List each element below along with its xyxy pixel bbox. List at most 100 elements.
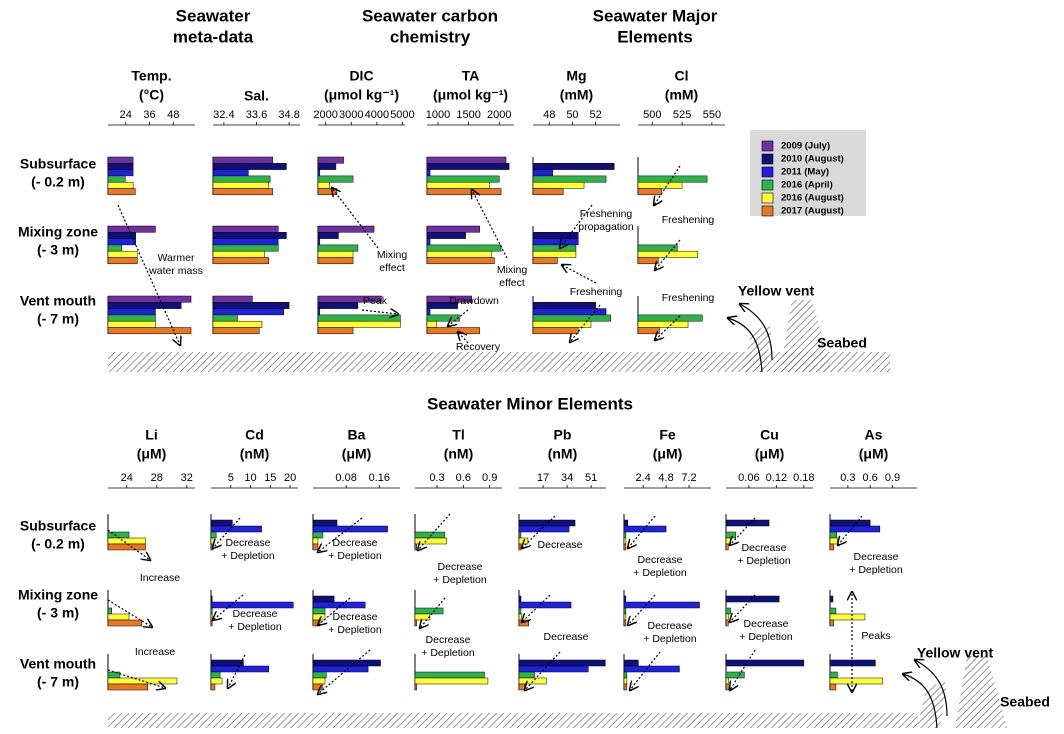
bar	[414, 683, 418, 691]
arrow	[117, 204, 180, 345]
annotation: + Depletion	[739, 631, 793, 643]
seabed	[108, 352, 890, 372]
bar	[414, 537, 447, 545]
annotation: Freshening	[662, 292, 715, 304]
bar	[312, 683, 324, 691]
annotation: Yellow vent	[917, 645, 994, 661]
bar	[426, 181, 490, 189]
bar	[317, 181, 330, 189]
bar	[623, 665, 680, 673]
annotation: Decrease	[226, 537, 271, 549]
bar	[312, 531, 324, 539]
panel-title: (mM)	[560, 87, 593, 103]
arrow	[418, 513, 451, 550]
legend-label: 2011 (May)	[781, 167, 829, 178]
bar	[426, 188, 502, 196]
bar	[426, 314, 460, 322]
panel-title: (μM)	[755, 446, 785, 462]
bar	[317, 244, 359, 252]
arrow	[448, 309, 469, 326]
bar	[426, 244, 502, 252]
bar	[212, 156, 274, 164]
bar	[725, 537, 731, 545]
bar	[212, 238, 279, 246]
bar	[725, 677, 729, 685]
bar	[426, 156, 507, 164]
bar	[212, 314, 238, 322]
x-tick-label: 0.3	[840, 472, 855, 484]
bar	[518, 683, 525, 691]
bar	[212, 244, 279, 252]
bar	[532, 169, 553, 177]
arrow	[420, 597, 446, 628]
bar	[532, 314, 611, 322]
bar	[107, 250, 138, 258]
panel-title: Cl	[675, 68, 689, 84]
annotation: Freshening	[570, 286, 623, 298]
x-tick-label: 2.4	[635, 472, 650, 484]
bar	[637, 314, 703, 322]
bar	[107, 295, 192, 303]
arrow	[472, 190, 508, 259]
arrow	[522, 594, 551, 622]
bar	[317, 302, 359, 309]
x-tick-label: 28	[151, 472, 163, 484]
annotation: Yellow vent	[738, 283, 815, 299]
legend-swatch	[761, 166, 774, 178]
bar	[532, 250, 577, 258]
arrow	[628, 515, 656, 548]
panel-title: Fe	[659, 427, 676, 443]
bar	[829, 613, 866, 621]
bar	[312, 543, 319, 551]
bar	[532, 320, 592, 328]
legend-swatch	[761, 140, 774, 152]
bar	[210, 519, 233, 527]
bar	[107, 169, 134, 177]
bar	[623, 613, 627, 621]
row-label: (- 7 m)	[37, 311, 79, 327]
panel-title: (°C)	[139, 87, 164, 103]
annotation: propagation	[578, 221, 634, 233]
bar	[212, 181, 269, 189]
vent	[728, 300, 832, 373]
bar	[532, 188, 564, 196]
bar	[210, 601, 294, 609]
annotation: Seabed	[1000, 694, 1050, 710]
section-title: Seawater Major	[593, 6, 718, 25]
bar	[210, 531, 217, 539]
bar	[212, 320, 263, 328]
bar	[426, 302, 458, 309]
row-label: Subsurface	[20, 156, 96, 172]
bar	[210, 619, 213, 627]
bar	[532, 244, 577, 252]
annotation: Decrease	[538, 539, 583, 551]
bar	[414, 607, 444, 615]
seabed	[108, 713, 918, 728]
panel-title: Pb	[554, 427, 572, 443]
annotation: + Depletion	[228, 621, 282, 633]
row-label: Mixing zone	[18, 224, 98, 240]
x-tick-label: 3000	[339, 109, 363, 121]
bar	[518, 601, 572, 609]
annotation: + Depletion	[849, 564, 903, 576]
bar	[623, 519, 629, 527]
x-tick-label: 48	[167, 109, 179, 121]
bar	[107, 188, 136, 196]
bar	[532, 327, 579, 335]
bar	[212, 302, 290, 309]
section-title: Seawater Minor Elements	[427, 394, 633, 413]
x-tick-label: 525	[673, 109, 691, 121]
legend-label: 2016 (August)	[781, 193, 844, 204]
legend-swatch	[761, 179, 774, 191]
row-label: Subsurface	[20, 518, 96, 534]
bar	[637, 327, 660, 335]
bar	[317, 225, 375, 233]
bar	[829, 531, 837, 539]
bar	[212, 257, 269, 265]
bar	[426, 232, 466, 239]
bar	[623, 659, 639, 667]
bar	[212, 308, 284, 316]
arrow	[332, 188, 379, 249]
panel-title: (μmol kg⁻¹)	[433, 87, 508, 103]
bar	[312, 665, 369, 673]
